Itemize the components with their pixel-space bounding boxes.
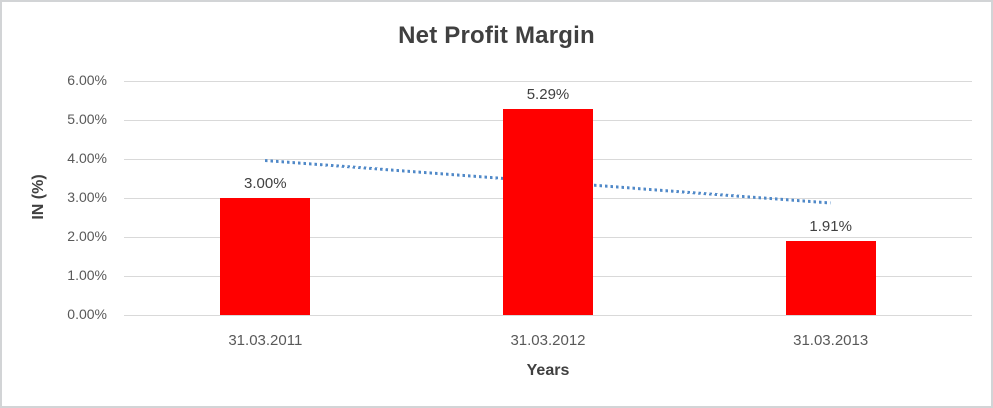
chart-title: Net Profit Margin [398,22,595,49]
y-tick-label: 4.00% [67,150,107,166]
bar-31.03.2013 [785,240,876,315]
y-tick-label: 1.00% [67,267,107,283]
bar-value-label: 3.00% [244,175,287,192]
y-tick-label: 5.00% [67,111,107,127]
y-gridline [124,81,972,82]
y-gridline [124,315,972,316]
y-tick-label: 6.00% [67,72,107,88]
bar-31.03.2011 [220,198,311,315]
y-tick-label: 3.00% [67,189,107,205]
x-tick-label: 31.03.2013 [793,332,869,349]
x-tick-label: 31.03.2012 [510,332,586,349]
y-tick-label: 0.00% [67,306,107,322]
bar-value-label: 1.91% [809,217,852,235]
bar-31.03.2012 [503,108,593,315]
y-tick-label: 2.00% [67,228,107,244]
x-tick-label: 31.03.2011 [228,332,303,349]
x-axis-title: Years [526,362,570,379]
bar-value-label: 5.29% [526,85,570,103]
